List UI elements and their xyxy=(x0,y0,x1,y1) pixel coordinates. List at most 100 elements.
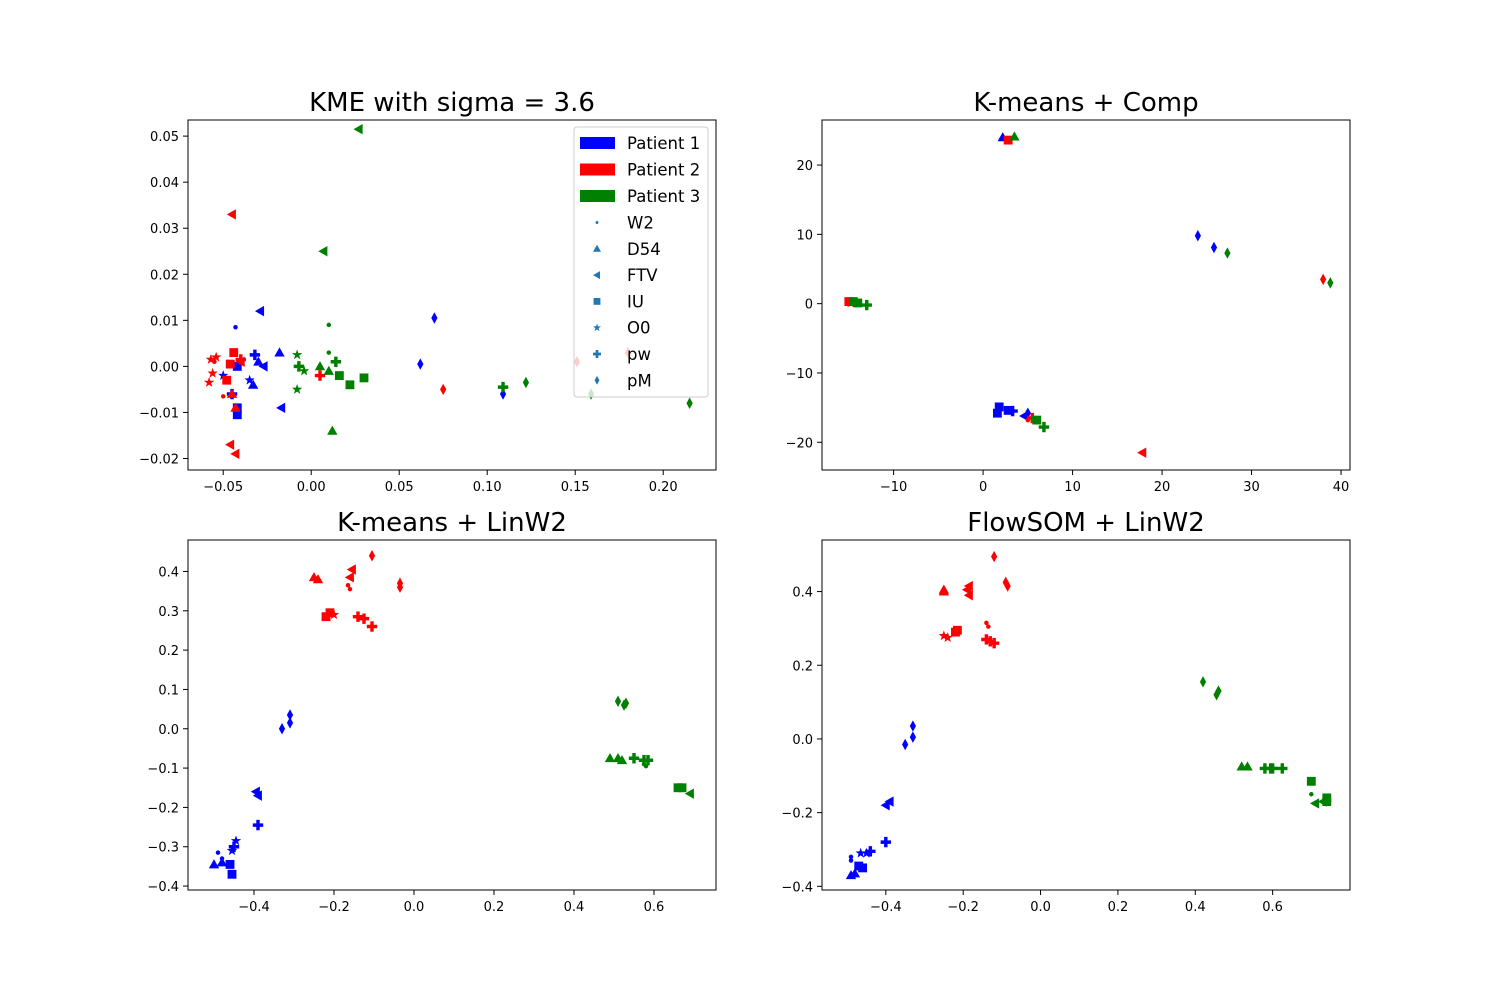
data-point xyxy=(286,709,294,721)
data-point xyxy=(207,367,218,378)
data-point xyxy=(366,621,378,632)
data-point xyxy=(963,590,973,601)
data-point xyxy=(622,697,630,709)
y-tick-label: 0.0 xyxy=(158,723,179,738)
x-tick-label: 0.2 xyxy=(1108,900,1129,915)
y-tick-label: −10 xyxy=(786,367,813,382)
x-tick-label: 0.0 xyxy=(404,900,425,915)
legend-marker xyxy=(593,271,600,280)
data-point xyxy=(230,448,240,460)
data-point xyxy=(254,305,265,317)
y-tick-label: 0.00 xyxy=(150,360,179,375)
data-point xyxy=(229,348,239,357)
data-point xyxy=(614,695,622,707)
data-point xyxy=(642,755,654,766)
data-point xyxy=(985,636,996,647)
legend-marker xyxy=(595,221,599,224)
data-point xyxy=(326,350,332,355)
data-point xyxy=(942,632,953,643)
data-point xyxy=(853,298,863,308)
data-point xyxy=(865,846,876,857)
data-point xyxy=(991,550,998,563)
data-point xyxy=(1002,576,1009,589)
data-point xyxy=(205,354,217,364)
plot-frame xyxy=(187,119,717,471)
y-tick-label: −0.1 xyxy=(147,762,179,777)
y-tick-label: 0.4 xyxy=(158,565,179,580)
y-tick-label: 20 xyxy=(796,159,813,174)
data-point xyxy=(226,209,236,220)
data-point xyxy=(994,402,1004,412)
data-point xyxy=(358,613,370,624)
y-tick-label: 0.1 xyxy=(158,683,179,698)
plot-frame xyxy=(821,119,1351,471)
legend-label: W2 xyxy=(627,214,654,233)
data-point xyxy=(352,611,364,622)
data-point xyxy=(328,609,340,620)
data-point xyxy=(1259,763,1271,774)
data-point xyxy=(848,858,854,863)
data-point xyxy=(250,786,260,797)
scatter-points xyxy=(844,131,1334,458)
subplot-kmeans-linw2: K-means + LinW2 −0.4 −0.2 0.0 0.2 0.4 0.6 −0.4 −… xyxy=(147,508,717,915)
data-point xyxy=(327,425,338,435)
data-point xyxy=(323,365,334,375)
data-point xyxy=(318,246,328,257)
y-tick-label: −0.4 xyxy=(147,880,179,895)
data-point xyxy=(253,356,264,366)
data-point xyxy=(981,634,992,645)
y-tick-label: 0.2 xyxy=(792,659,813,674)
subplot-title: KME with sigma = 3.6 xyxy=(309,88,595,118)
legend-marker xyxy=(594,375,600,385)
plot-frame xyxy=(821,539,1351,891)
data-point xyxy=(291,349,303,360)
data-point xyxy=(225,359,235,369)
legend-swatch xyxy=(580,190,615,202)
legend-marker xyxy=(593,323,601,332)
data-point xyxy=(861,299,872,311)
x-tick-label: 40 xyxy=(1333,480,1350,495)
data-point xyxy=(347,586,353,592)
x-tick-label: 0.10 xyxy=(473,480,502,495)
data-point xyxy=(1327,277,1334,289)
data-point xyxy=(326,322,332,328)
y-tick-label: 0.3 xyxy=(158,605,179,620)
scatter-points xyxy=(208,550,694,879)
subplot-flowsom-linw2: FlowSOM + LinW2 −0.4 −0.2 0.0 0.2 0.4 0.6 −0.4 −… xyxy=(781,508,1351,915)
data-point xyxy=(215,850,221,855)
data-point xyxy=(226,388,238,398)
legend-label: FTV xyxy=(627,266,658,285)
subplot-kmeans-comp: K-means + Comp −10 0 10 20 30 40 −20 −10 0 10 20 xyxy=(786,88,1351,495)
data-point xyxy=(986,624,991,629)
data-point xyxy=(210,351,222,362)
data-point xyxy=(1224,247,1231,259)
data-point xyxy=(499,388,507,400)
data-point xyxy=(228,841,240,852)
data-point xyxy=(1210,241,1218,254)
y-tick-label: 0.4 xyxy=(792,586,813,601)
data-point xyxy=(249,349,261,361)
y-tick-label: 10 xyxy=(796,228,813,243)
y-tick-label: −20 xyxy=(786,436,813,451)
data-point xyxy=(1137,447,1147,458)
legend-label: pM xyxy=(627,371,652,390)
data-point xyxy=(1025,417,1031,423)
data-point xyxy=(1007,405,1018,417)
legend-marker xyxy=(593,244,601,252)
data-point xyxy=(1317,796,1327,807)
data-point xyxy=(346,564,356,575)
y-tick-label: 0.01 xyxy=(150,314,179,329)
legend: Patient 1 Patient 2 Patient 3 W2 D54 FTV IU O0 p… xyxy=(573,126,709,398)
data-point xyxy=(880,836,892,848)
data-point xyxy=(247,379,259,389)
x-tick-label: 0.15 xyxy=(561,480,590,495)
data-point xyxy=(1267,763,1278,774)
data-point xyxy=(684,788,694,799)
y-tick-label: −0.02 xyxy=(139,452,179,467)
x-tick-label: 0.0 xyxy=(1030,900,1051,915)
data-point xyxy=(225,439,235,450)
data-point xyxy=(232,410,242,420)
data-point xyxy=(1009,131,1020,141)
x-tick-label: −0.4 xyxy=(870,900,902,915)
